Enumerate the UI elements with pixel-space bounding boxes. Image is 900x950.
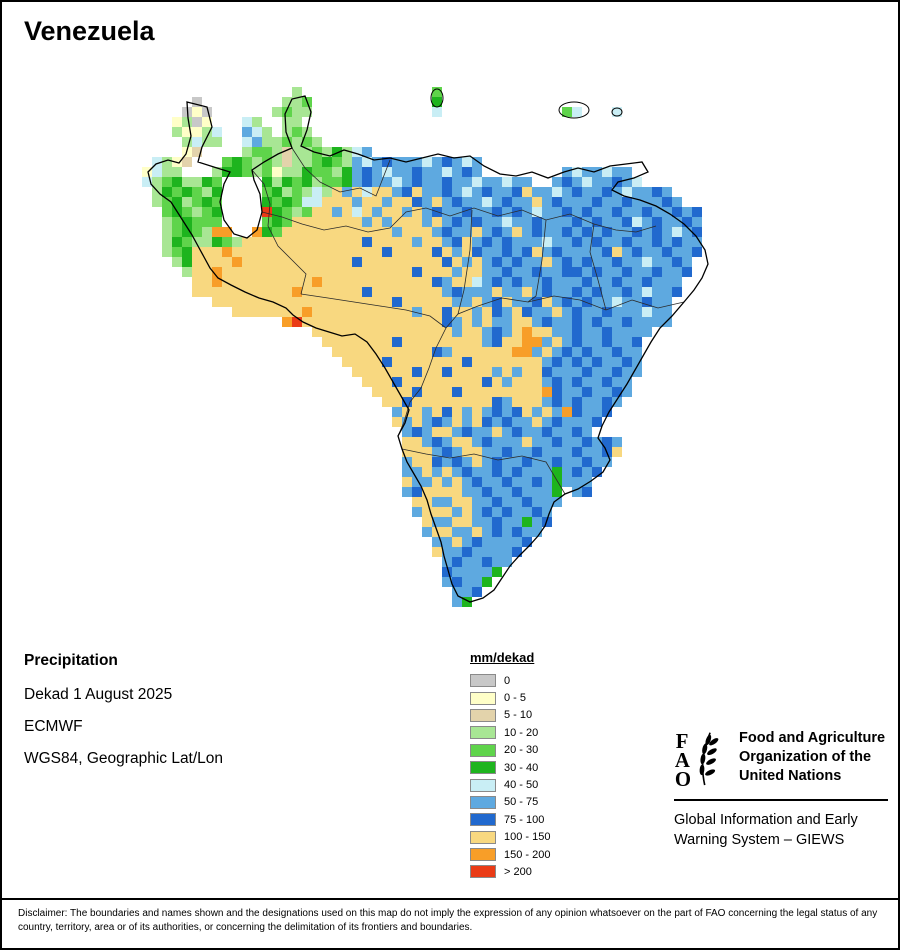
legend-label: 5 - 10 <box>504 709 533 722</box>
giews-line: Global Information and Early <box>674 812 858 828</box>
legend-swatch <box>470 691 496 705</box>
disclaimer-text: Disclaimer: The boundaries and names sho… <box>2 898 898 948</box>
legend: mm/dekad 0 0 - 5 5 - 10 10 - 20 20 - 30 30 - … <box>470 650 550 881</box>
svg-text:F: F <box>676 730 689 753</box>
legend-item: 150 - 200 <box>470 846 550 863</box>
legend-swatch <box>470 813 496 827</box>
page-title: Venezuela <box>24 16 155 46</box>
info-source: ECMWF <box>24 718 83 735</box>
giews-line: Warning System – GIEWS <box>674 832 845 848</box>
legend-swatch <box>470 674 496 688</box>
legend-item: 40 - 50 <box>470 776 550 793</box>
info-projection: WGS84, Geographic Lat/Lon <box>24 750 224 767</box>
map-info-block: Precipitation Dekad 1 August 2025 ECMWF … <box>24 652 344 782</box>
legend-item: 75 - 100 <box>470 811 550 828</box>
legend-item: 100 - 150 <box>470 829 550 846</box>
venezuela-precipitation-map <box>142 87 709 607</box>
legend-label: 100 - 150 <box>504 831 551 844</box>
legend-item: 10 - 20 <box>470 724 550 741</box>
org-divider <box>674 799 888 801</box>
legend-swatch <box>470 708 496 722</box>
legend-item: 50 - 75 <box>470 794 550 811</box>
svg-text:A: A <box>675 749 690 772</box>
info-dekad: Dekad 1 August 2025 <box>24 686 173 703</box>
fao-name-line: Food and Agriculture <box>739 730 886 746</box>
legend-item: 0 <box>470 672 550 689</box>
giews-name: Global Information and Early Warning Sys… <box>674 810 888 850</box>
legend-label: 40 - 50 <box>504 779 539 792</box>
legend-swatch <box>470 848 496 862</box>
legend-item: 0 - 5 <box>470 689 550 706</box>
legend-items: 0 0 - 5 5 - 10 10 - 20 20 - 30 30 - 40 40 - 50… <box>470 672 550 881</box>
legend-label: 0 - 5 <box>504 692 527 705</box>
legend-swatch <box>470 795 496 809</box>
legend-swatch <box>470 778 496 792</box>
fao-name-line: United Nations <box>739 768 842 784</box>
fao-name-line: Organization of the <box>739 749 872 765</box>
legend-label: 30 - 40 <box>504 761 539 774</box>
org-block: F A O Food and Agriculture <box>674 728 888 850</box>
legend-swatch <box>470 830 496 844</box>
svg-text:O: O <box>675 768 691 788</box>
legend-item: 30 - 40 <box>470 759 550 776</box>
legend-swatch <box>470 865 496 879</box>
fao-logo-icon: F A O <box>675 730 719 788</box>
info-precipitation-label: Precipitation <box>24 652 118 669</box>
legend-label: 75 - 100 <box>504 813 545 826</box>
legend-swatch <box>470 761 496 775</box>
legend-label: 20 - 30 <box>504 744 539 757</box>
legend-swatch <box>470 743 496 757</box>
legend-label: 10 - 20 <box>504 726 539 739</box>
legend-swatch <box>470 726 496 740</box>
legend-title: mm/dekad <box>470 650 535 665</box>
legend-item: 20 - 30 <box>470 742 550 759</box>
legend-label: 50 - 75 <box>504 796 539 809</box>
legend-label: 150 - 200 <box>504 848 551 861</box>
fao-name: Food and Agriculture Organization of the… <box>739 728 885 786</box>
legend-item: 5 - 10 <box>470 707 550 724</box>
legend-label: > 200 <box>504 865 532 878</box>
legend-item: > 200 <box>470 863 550 880</box>
legend-label: 0 <box>504 674 511 687</box>
